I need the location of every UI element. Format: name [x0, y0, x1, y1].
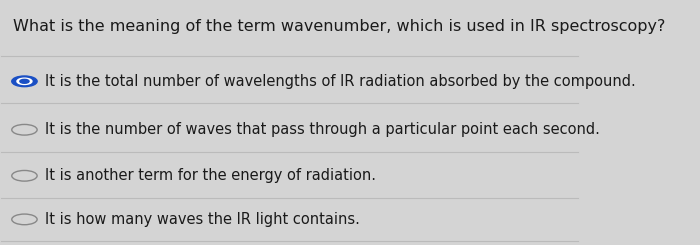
Text: It is the number of waves that pass through a particular point each second.: It is the number of waves that pass thro… — [45, 122, 599, 137]
Text: It is how many waves the IR light contains.: It is how many waves the IR light contai… — [45, 212, 360, 227]
Text: It is the total number of wavelengths of IR radiation absorbed by the compound.: It is the total number of wavelengths of… — [45, 74, 636, 89]
Circle shape — [17, 78, 32, 85]
Text: It is another term for the energy of radiation.: It is another term for the energy of rad… — [45, 168, 376, 183]
Circle shape — [12, 76, 37, 87]
Circle shape — [20, 79, 29, 83]
Text: What is the meaning of the term wavenumber, which is used in IR spectroscopy?: What is the meaning of the term wavenumb… — [13, 19, 665, 34]
